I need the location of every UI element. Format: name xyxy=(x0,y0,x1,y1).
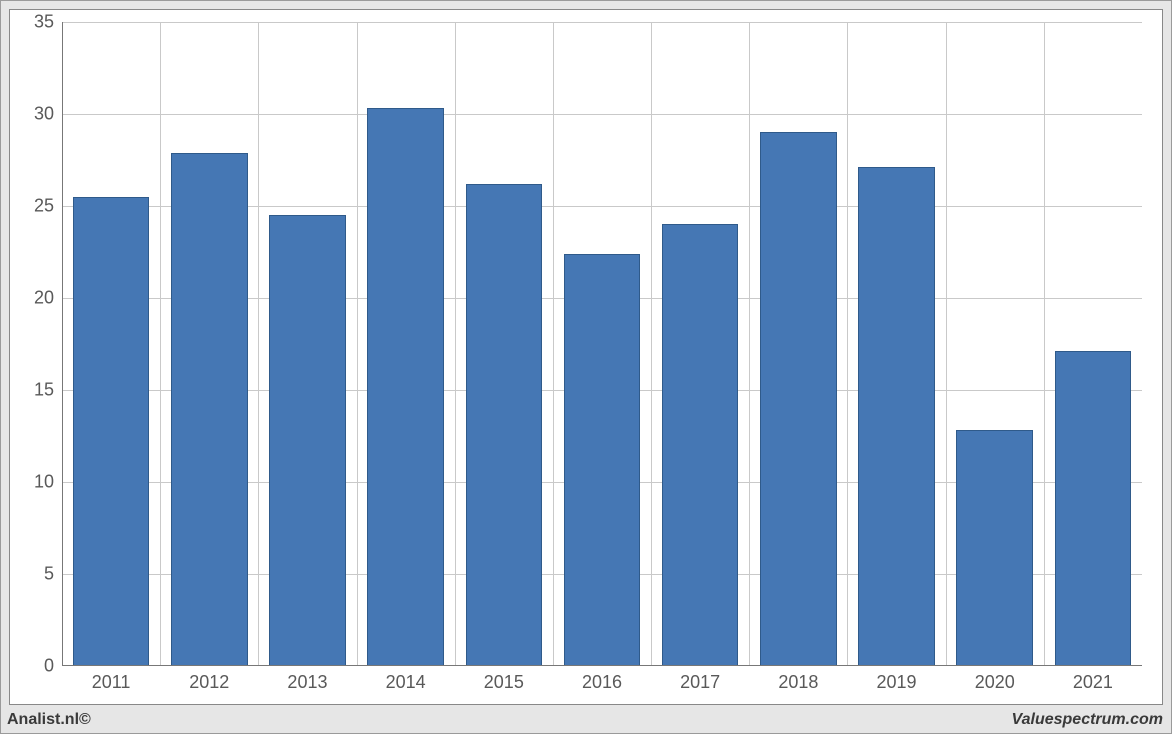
plot-area: 05101520253035 2011201220132014201520162… xyxy=(62,22,1142,666)
x-tick-label: 2014 xyxy=(386,666,426,693)
x-tick-label: 2012 xyxy=(189,666,229,693)
footer-left-text: Analist.nl© xyxy=(7,711,91,729)
y-tick-label: 30 xyxy=(34,104,62,125)
footer-right-text: Valuespectrum.com xyxy=(1012,711,1163,729)
y-axis-line xyxy=(62,22,63,666)
x-tick-label: 2017 xyxy=(680,666,720,693)
y-tick-label: 15 xyxy=(34,380,62,401)
x-tick-label: 2020 xyxy=(975,666,1015,693)
x-tick-label: 2011 xyxy=(92,666,131,693)
y-tick-label: 20 xyxy=(34,288,62,309)
y-tick-label: 0 xyxy=(44,656,62,677)
x-tick-label: 2016 xyxy=(582,666,622,693)
y-tick-label: 5 xyxy=(44,564,62,585)
y-tick-label: 25 xyxy=(34,196,62,217)
chart-frame: 0 5 10 15 20 25 30 35 2011 2012 2013 2014 2015 2016 2… xyxy=(0,0,1172,734)
x-tick-label: 2019 xyxy=(877,666,917,693)
axes-layer xyxy=(62,22,1142,666)
x-tick-label: 2018 xyxy=(778,666,818,693)
x-tick-label: 2015 xyxy=(484,666,524,693)
y-tick-label: 35 xyxy=(34,12,62,33)
plot-container: 0 5 10 15 20 25 30 35 2011 2012 2013 2014 2015 2016 2… xyxy=(9,9,1163,705)
y-tick-label: 10 xyxy=(34,472,62,493)
x-tick-label: 2021 xyxy=(1073,666,1113,693)
x-tick-label: 2013 xyxy=(287,666,327,693)
